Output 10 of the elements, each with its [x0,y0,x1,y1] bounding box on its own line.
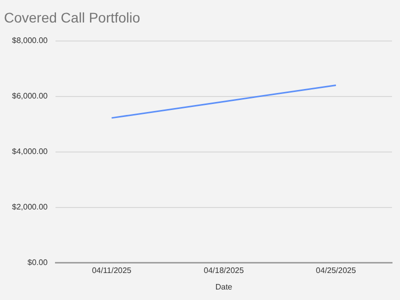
x-tick-label: 04/25/2025 [316,266,356,275]
chart-title: Covered Call Portfolio [4,9,140,26]
x-axis-title: Date [215,282,233,292]
y-tick-label: $6,000.00 [12,92,48,101]
x-tick-label: 04/18/2025 [204,266,244,275]
x-tick-label: 04/11/2025 [92,266,132,275]
y-tick-label: $4,000.00 [12,147,48,156]
y-tick-label: $0.00 [28,258,48,268]
y-tick-label: $8,000.00 [12,36,48,46]
y-tick-label: $2,000.00 [12,202,48,212]
